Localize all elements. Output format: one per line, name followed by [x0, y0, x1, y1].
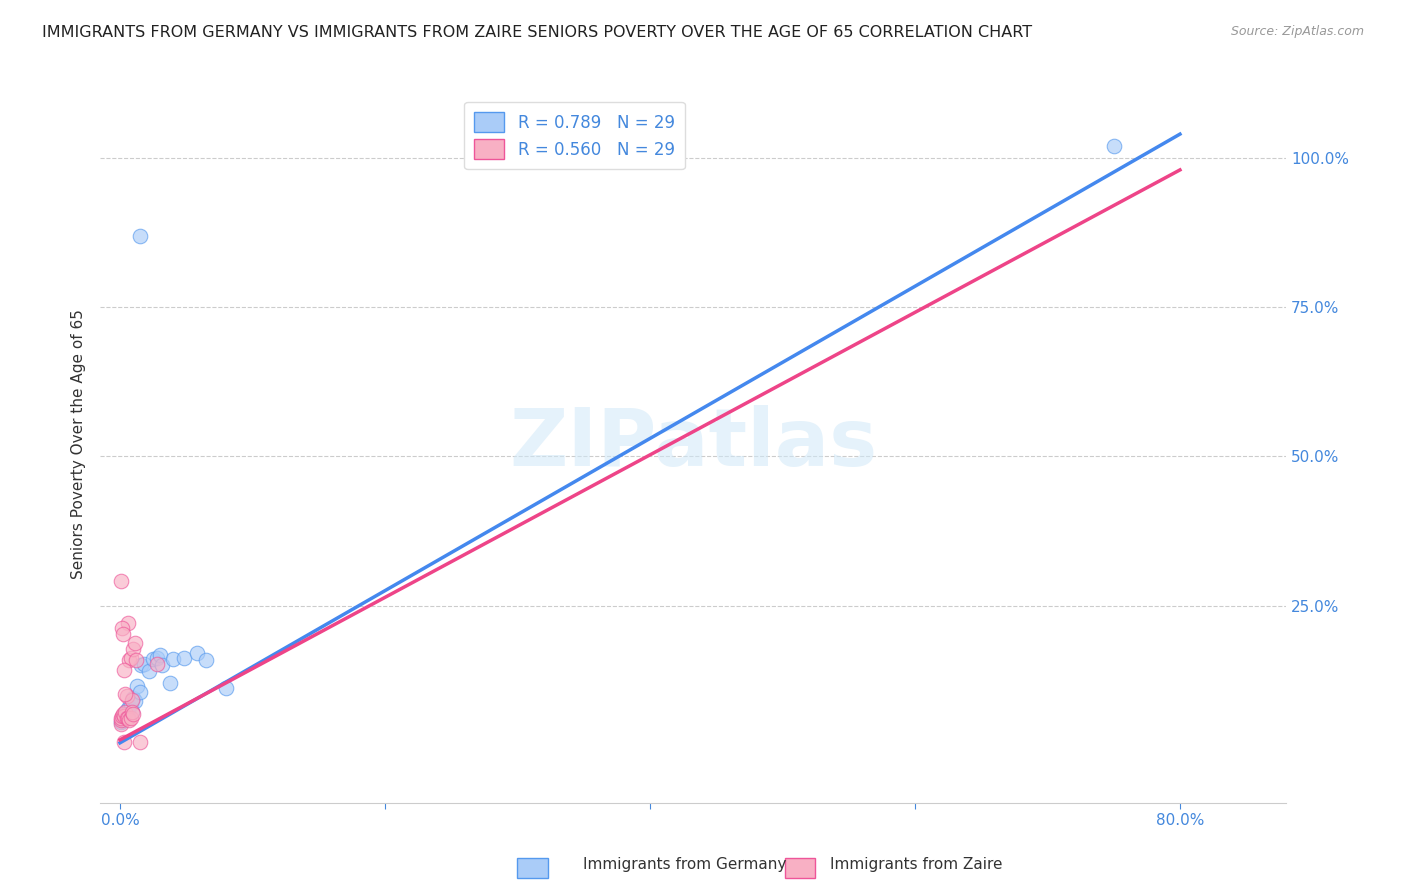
- Point: [117, 705, 139, 719]
- Point: [110, 713, 132, 727]
- Point: [115, 690, 138, 704]
- Point: [110, 714, 132, 729]
- Point: [128, 685, 150, 699]
- Point: [111, 707, 134, 722]
- Point: [115, 711, 138, 725]
- Point: [138, 664, 160, 678]
- Point: [129, 658, 152, 673]
- Point: [146, 657, 169, 671]
- Point: [112, 734, 135, 748]
- Point: [122, 707, 145, 722]
- Point: [132, 657, 155, 671]
- Point: [215, 681, 238, 695]
- Point: [121, 705, 143, 719]
- Point: [110, 716, 132, 731]
- Point: [111, 621, 134, 635]
- Point: [186, 646, 208, 660]
- Point: [111, 627, 134, 641]
- Point: [117, 711, 139, 725]
- Point: [114, 687, 136, 701]
- Point: [110, 574, 132, 588]
- Point: [120, 697, 142, 711]
- Point: [124, 694, 146, 708]
- Point: [122, 691, 145, 706]
- Point: [152, 658, 174, 673]
- Point: [127, 679, 149, 693]
- Point: [117, 616, 139, 631]
- Point: [111, 712, 134, 726]
- Point: [114, 706, 136, 720]
- Point: [195, 653, 218, 667]
- Point: [118, 713, 141, 727]
- Point: [110, 711, 132, 725]
- Point: [125, 653, 148, 667]
- Point: [112, 709, 135, 723]
- Point: [128, 228, 150, 243]
- Legend: R = 0.789   N = 29, R = 0.560   N = 29: R = 0.789 N = 29, R = 0.560 N = 29: [464, 102, 685, 169]
- Point: [159, 676, 181, 690]
- Text: Immigrants from Germany: Immigrants from Germany: [583, 857, 787, 872]
- Point: [149, 648, 172, 662]
- Point: [112, 709, 135, 723]
- Point: [114, 705, 136, 719]
- Text: IMMIGRANTS FROM GERMANY VS IMMIGRANTS FROM ZAIRE SENIORS POVERTY OVER THE AGE OF: IMMIGRANTS FROM GERMANY VS IMMIGRANTS FR…: [42, 25, 1032, 40]
- Point: [118, 653, 141, 667]
- Text: ZIPatlas: ZIPatlas: [509, 406, 877, 483]
- Point: [115, 703, 138, 717]
- Point: [173, 651, 195, 665]
- Point: [121, 705, 143, 719]
- Point: [146, 651, 169, 665]
- Point: [121, 693, 143, 707]
- Text: Immigrants from Zaire: Immigrants from Zaire: [830, 857, 1002, 872]
- Text: Source: ZipAtlas.com: Source: ZipAtlas.com: [1230, 25, 1364, 38]
- Point: [128, 734, 150, 748]
- Point: [111, 709, 134, 723]
- Point: [162, 652, 184, 666]
- Point: [1102, 139, 1125, 153]
- Point: [112, 663, 135, 677]
- Point: [124, 635, 146, 649]
- Point: [111, 713, 134, 727]
- Point: [118, 700, 141, 714]
- Point: [120, 711, 142, 725]
- Y-axis label: Seniors Poverty Over the Age of 65: Seniors Poverty Over the Age of 65: [72, 310, 86, 580]
- Point: [142, 652, 165, 666]
- Point: [122, 641, 145, 656]
- Point: [120, 651, 142, 665]
